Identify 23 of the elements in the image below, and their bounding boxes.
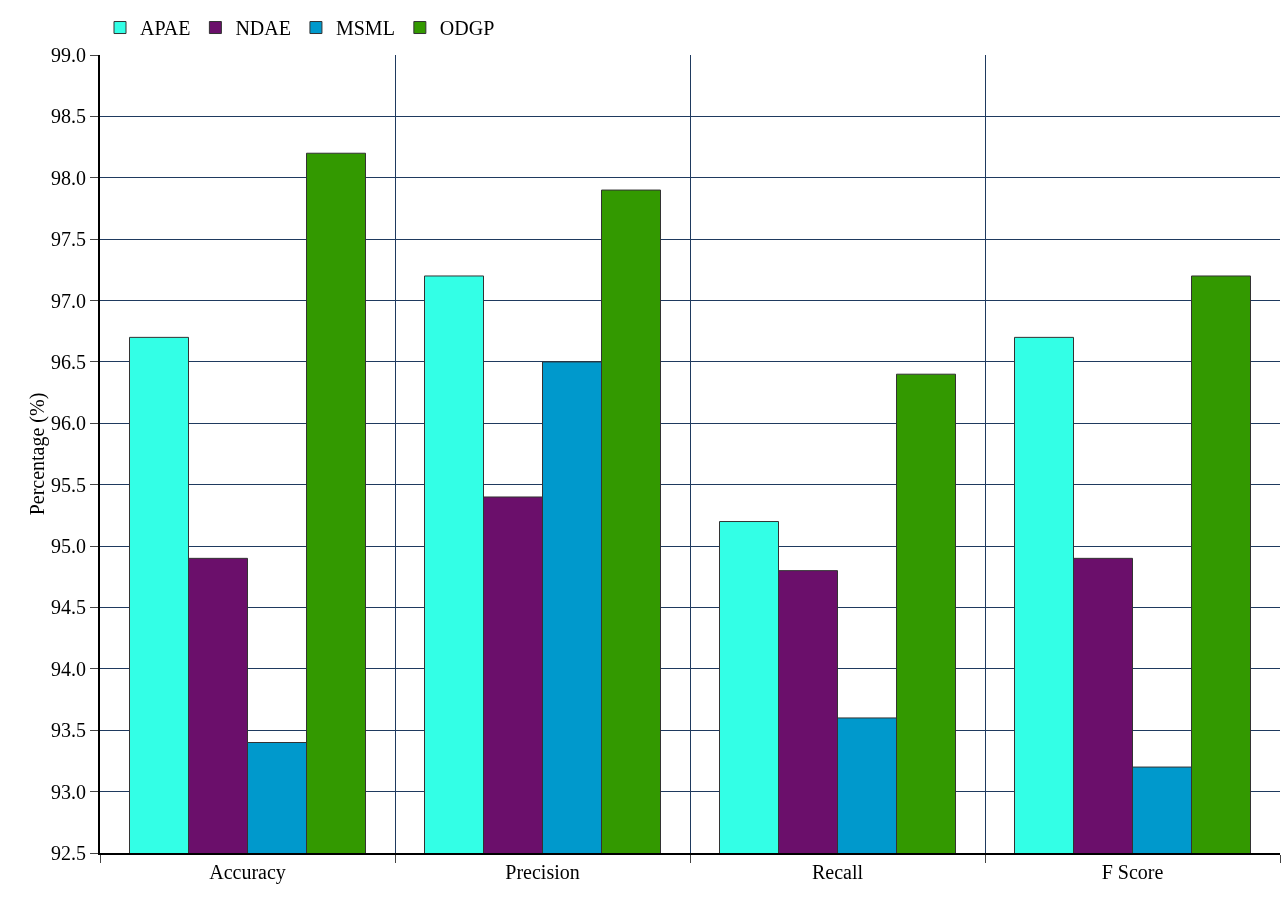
y-tick-label: 98.5 bbox=[51, 105, 86, 128]
legend-label: ODGP bbox=[439, 17, 495, 40]
legend-label: MSML bbox=[335, 17, 395, 40]
y-tick-label: 97.0 bbox=[51, 289, 86, 312]
legend-label: NDAE bbox=[235, 17, 291, 40]
x-tick-label: Recall bbox=[811, 861, 864, 883]
y-tick-label: 93.0 bbox=[51, 780, 86, 803]
y-tick-label: 97.5 bbox=[51, 228, 86, 251]
x-tick-label: Accuracy bbox=[209, 861, 286, 884]
y-tick-label: 99.0 bbox=[51, 44, 86, 66]
y-tick-label: 96.0 bbox=[51, 412, 86, 435]
legend-label: APAE bbox=[140, 17, 191, 40]
x-tick-label: Precision bbox=[505, 861, 580, 883]
y-tick-label: 95.0 bbox=[51, 535, 86, 558]
y-tick-label: 92.5 bbox=[51, 842, 86, 864]
y-axis-title: Percentage (%) bbox=[26, 392, 49, 516]
y-tick-label: 93.5 bbox=[51, 719, 86, 742]
x-tick-label: F Score bbox=[1101, 861, 1164, 883]
y-tick-label: 95.5 bbox=[51, 473, 86, 496]
y-tick-label: 94.5 bbox=[51, 596, 86, 619]
y-tick-label: 96.5 bbox=[51, 350, 86, 373]
y-tick-label: 98.0 bbox=[51, 166, 86, 189]
y-tick-label: 94.0 bbox=[51, 657, 86, 680]
